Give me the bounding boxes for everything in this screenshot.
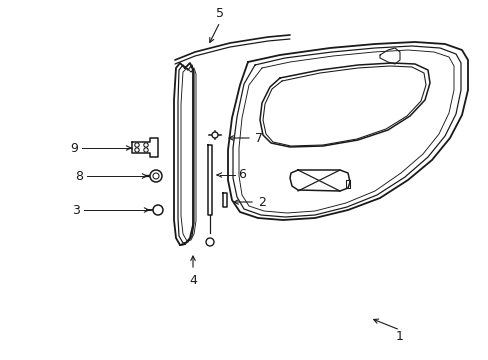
Text: 4: 4 [189,274,197,287]
Text: 5: 5 [216,7,224,20]
Text: 1: 1 [395,330,403,343]
Circle shape [150,170,162,182]
Circle shape [205,238,214,246]
Text: 7: 7 [254,131,263,144]
Text: 9: 9 [70,141,78,154]
Circle shape [153,173,159,179]
Text: 3: 3 [72,203,80,216]
Circle shape [153,205,163,215]
Text: 6: 6 [238,168,245,181]
Text: 2: 2 [258,195,265,208]
Text: 8: 8 [75,170,83,183]
Circle shape [135,148,139,152]
Circle shape [135,143,139,147]
Circle shape [212,132,218,138]
Circle shape [143,148,148,152]
Circle shape [143,143,148,147]
